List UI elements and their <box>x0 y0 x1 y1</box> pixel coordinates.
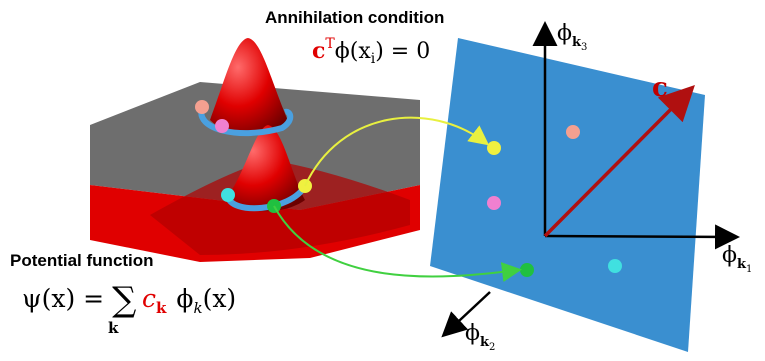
axis-symbol: ϕ <box>722 243 737 268</box>
feature-point <box>487 196 501 210</box>
annihilation-title: Annihilation condition <box>265 8 444 27</box>
formula-part: k <box>193 299 202 317</box>
formula-part: ∑ <box>112 280 136 320</box>
surface <box>90 38 420 262</box>
axis-symbol: ϕ <box>465 321 480 346</box>
axis-index: 2 <box>489 342 495 353</box>
formula-part: c <box>142 284 156 313</box>
formula-part: (x) <box>203 284 237 313</box>
formula-part: ψ(x) = <box>22 284 112 313</box>
formula-part: ) = 0 <box>375 39 430 64</box>
axis-index: 1 <box>746 264 752 275</box>
formula-part: k <box>108 319 119 337</box>
sample-point <box>221 188 235 202</box>
formula-part: k <box>156 299 167 317</box>
axis-label: ϕk3 <box>557 21 587 53</box>
axis-right <box>545 236 735 237</box>
formula-part: ϕ <box>176 284 193 313</box>
potential-title: Potential function <box>10 251 154 270</box>
feature-point <box>608 259 622 273</box>
diagram: Annihilation condition cTϕ(xi) = 0 Poten… <box>0 0 765 361</box>
axis-index: 3 <box>581 42 587 53</box>
feature-point <box>520 263 534 277</box>
axis-label: ϕk1 <box>722 243 752 275</box>
feature-point <box>487 141 501 155</box>
annihilation-formula: cTϕ(xi) = 0 <box>312 36 430 67</box>
sample-point <box>215 119 229 133</box>
vector-label: c <box>652 73 668 103</box>
formula-part: c <box>312 38 325 64</box>
axis-symbol: ϕ <box>557 21 572 46</box>
axis-label: ϕk2 <box>465 321 495 353</box>
sample-point <box>195 100 209 114</box>
formula-part: ϕ(x <box>335 39 372 64</box>
feature-point <box>566 125 580 139</box>
